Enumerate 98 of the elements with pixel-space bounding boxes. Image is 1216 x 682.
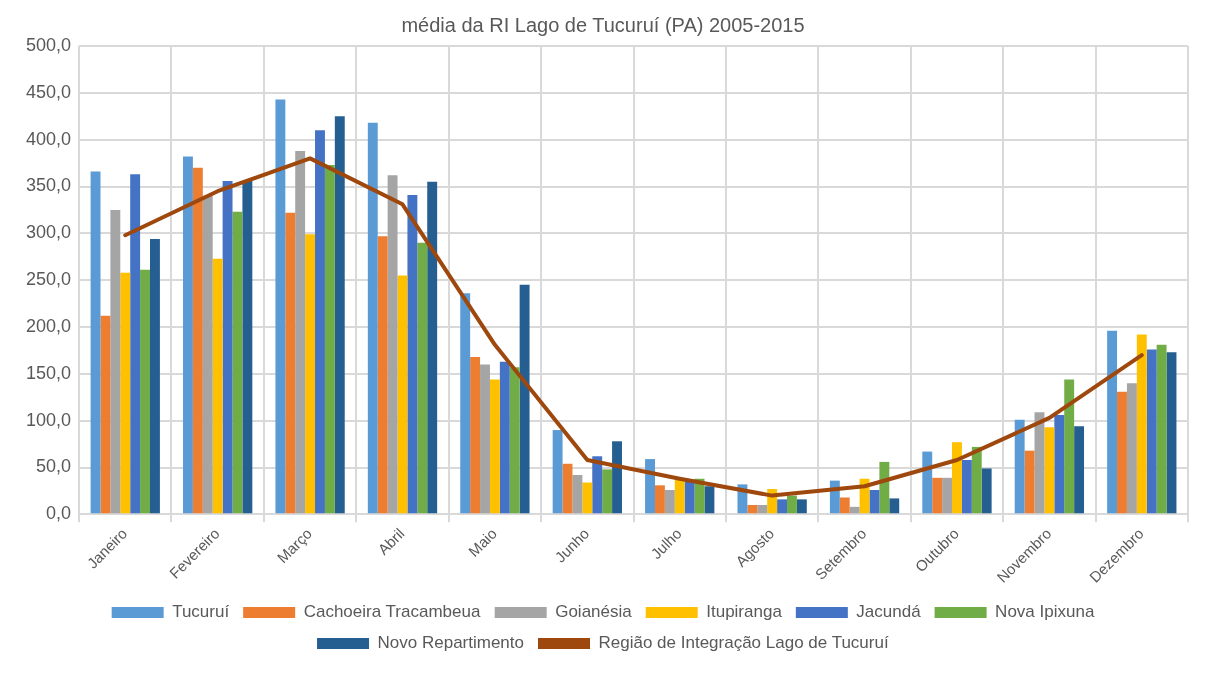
bar — [1136, 334, 1147, 514]
y-tick-label: 500,0 — [26, 34, 72, 55]
bar — [212, 258, 223, 514]
legend-label: Novo Repartimento — [377, 633, 525, 653]
bar — [942, 477, 953, 514]
bar — [849, 506, 860, 514]
y-tick-label: 450,0 — [26, 81, 72, 102]
y-tick-label: 400,0 — [26, 128, 72, 149]
bar — [684, 479, 695, 514]
bar — [572, 475, 583, 514]
bar — [407, 194, 418, 514]
bar — [582, 482, 593, 514]
bar — [674, 479, 685, 514]
bar — [777, 499, 787, 514]
bar — [285, 212, 296, 514]
bar — [150, 238, 160, 514]
bar — [140, 269, 150, 514]
bar — [377, 236, 388, 514]
bar — [1166, 352, 1177, 514]
bar — [654, 485, 665, 514]
legend-label: Tucuruí — [172, 602, 230, 622]
bar — [1064, 379, 1075, 514]
bar — [480, 364, 490, 514]
bar — [367, 122, 378, 514]
bar — [1054, 415, 1065, 514]
legend-label: Itupiranga — [706, 602, 783, 622]
bar — [1014, 419, 1025, 514]
bar — [1044, 427, 1055, 514]
y-tick-label: 350,0 — [26, 175, 72, 196]
bar — [242, 180, 253, 514]
bar — [202, 195, 213, 514]
bar — [470, 356, 481, 514]
bar — [747, 504, 758, 514]
bar — [110, 209, 121, 514]
legend-label: Nova Ipixuna — [995, 602, 1095, 622]
bar — [961, 460, 972, 514]
legend-label: Goianésia — [555, 602, 633, 622]
bar — [275, 99, 286, 514]
bar — [552, 430, 563, 514]
bar — [460, 293, 471, 514]
bar — [889, 498, 900, 514]
bar — [704, 486, 715, 514]
bar — [981, 468, 992, 514]
bar — [417, 242, 428, 514]
bar — [519, 284, 530, 514]
bar — [120, 272, 131, 514]
y-tick-label: 200,0 — [26, 315, 72, 336]
bar — [295, 150, 306, 514]
legend-label: Jacundá — [856, 602, 922, 622]
bar — [839, 497, 850, 514]
bar — [1156, 344, 1167, 514]
bar — [130, 174, 141, 514]
y-tick-label: 150,0 — [26, 362, 72, 383]
bar — [90, 171, 101, 514]
bar — [499, 361, 510, 514]
bar — [489, 379, 500, 514]
legend-label: Cachoeira Tracambeua — [303, 602, 481, 622]
bar — [869, 489, 880, 514]
bar — [305, 234, 316, 514]
chart-title: média da RI Lago de Tucuruí (PA) 2005-2015 — [401, 13, 805, 36]
bar — [922, 451, 933, 514]
y-tick-label: 250,0 — [26, 269, 72, 290]
bar — [1117, 391, 1127, 514]
bar — [796, 499, 807, 514]
bar — [509, 367, 520, 514]
bar — [602, 469, 613, 514]
bar — [1126, 383, 1137, 514]
bar — [1146, 349, 1157, 514]
bar — [100, 315, 111, 514]
y-tick-label: 100,0 — [26, 409, 72, 430]
bar — [645, 459, 655, 514]
y-tick-label: 50,0 — [36, 456, 72, 477]
bar — [971, 446, 982, 514]
bar — [879, 461, 890, 514]
bar — [562, 463, 573, 514]
bar — [952, 442, 962, 514]
bar — [397, 275, 408, 514]
bar — [1074, 426, 1085, 514]
bar — [786, 495, 797, 514]
bar — [315, 130, 325, 514]
bar — [334, 116, 345, 514]
bar — [192, 167, 203, 514]
bar — [932, 477, 943, 514]
bar — [1024, 450, 1035, 514]
bar — [183, 156, 193, 514]
bar — [592, 456, 603, 514]
bar — [427, 181, 438, 514]
y-tick-label: 300,0 — [26, 222, 72, 243]
y-tick-label: 0,0 — [46, 503, 72, 524]
bar — [664, 489, 675, 514]
bar — [757, 504, 768, 514]
bar — [1107, 330, 1118, 514]
bar — [387, 175, 398, 514]
bar — [222, 180, 233, 514]
bar — [232, 211, 243, 514]
bar — [324, 164, 335, 514]
legend-label: Região de Integração Lago de Tucuruí — [598, 633, 889, 653]
bar — [612, 441, 622, 514]
